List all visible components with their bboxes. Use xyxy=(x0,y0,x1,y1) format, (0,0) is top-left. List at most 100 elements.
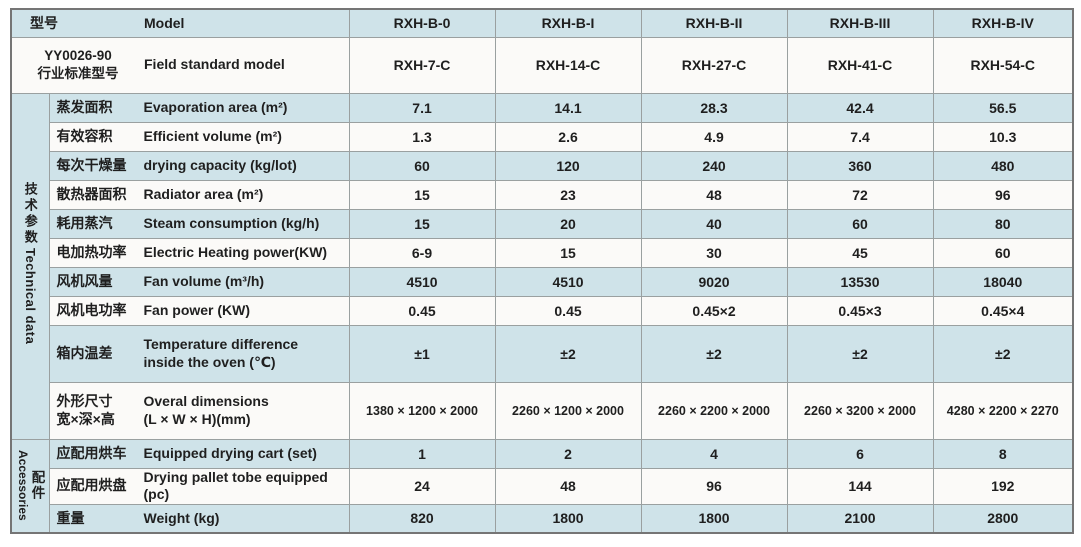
header-row-standard: YY0026-90 行业标准型号 Field standard model RX… xyxy=(10,36,1074,94)
value-cell: 96 xyxy=(932,179,1074,210)
standard-model-cell: RXH-27-C xyxy=(640,36,788,94)
model-name-cell: RXH-B-III xyxy=(786,8,934,38)
row-label-en: Radiator area (m²) xyxy=(143,185,264,202)
standard-model-cell: RXH-7-C xyxy=(348,36,496,94)
value-cell: 2800 xyxy=(932,503,1074,534)
row-label-en: Electric Heating power(KW) xyxy=(143,243,328,260)
value-cell: ±2 xyxy=(494,324,642,383)
value-cell: 7.1 xyxy=(348,92,496,123)
row-label-zh: 蒸发面积 xyxy=(56,98,113,115)
value-cell: 15 xyxy=(494,237,642,268)
row-label-cell: 应配用烘盘 Drying pallet tobe equipped (pc) xyxy=(48,467,350,505)
value-cell: 24 xyxy=(348,467,496,505)
value-cell: 240 xyxy=(640,150,788,181)
value-cell: 1800 xyxy=(494,503,642,534)
value-cell: 10.3 xyxy=(932,121,1074,152)
model-name-cell: RXH-B-II xyxy=(640,8,788,38)
group-label-accessories: Accessories 配件 xyxy=(10,438,50,534)
row-label-zh: 电加热功率 xyxy=(56,243,127,260)
group-label-technical-data: 技术参数Technical data xyxy=(10,92,50,440)
value-cell: 192 xyxy=(932,467,1074,505)
spec-table: 型号 Model RXH-B-0 RXH-B-I RXH-B-II RXH-B-… xyxy=(10,8,1075,534)
value-cell: 13530 xyxy=(786,266,934,297)
value-cell: 1380 × 1200 × 2000 xyxy=(348,381,496,440)
value-cell: 60 xyxy=(348,150,496,181)
value-cell: 4.9 xyxy=(640,121,788,152)
value-cell: 96 xyxy=(640,467,788,505)
value-cell: 8 xyxy=(932,438,1074,469)
row-label-en: Fan volume (m³/h) xyxy=(143,272,265,289)
value-cell: 6 xyxy=(786,438,934,469)
row-label-en: Overal dimensions (L × W × H)(mm) xyxy=(143,393,269,427)
spec-row: 有效容积 Efficient volume (m²) 1.3 2.6 4.9 7… xyxy=(11,121,1074,152)
value-cell: 48 xyxy=(494,467,642,505)
row-label-cell: 耗用蒸汽 Steam consumption (kg/h) xyxy=(48,208,350,239)
spec-row: 外形尺寸 宽×深×高 Overal dimensions (L × W × H)… xyxy=(11,381,1074,440)
value-cell: 4510 xyxy=(494,266,642,297)
value-cell: 9020 xyxy=(640,266,788,297)
standard-label-zh: YY0026-90 行业标准型号 xyxy=(37,48,119,81)
standard-model-cell: RXH-54-C xyxy=(932,36,1074,94)
value-cell: 1800 xyxy=(640,503,788,534)
value-cell: 144 xyxy=(786,467,934,505)
row-label-cell: 箱内温差 Temperature difference inside the o… xyxy=(48,324,350,383)
value-cell: 20 xyxy=(494,208,642,239)
value-cell: 80 xyxy=(932,208,1074,239)
row-label-en: Fan power (KW) xyxy=(143,301,251,318)
value-cell: 72 xyxy=(786,179,934,210)
value-cell: 42.4 xyxy=(786,92,934,123)
value-cell: 28.3 xyxy=(640,92,788,123)
model-name-cell: RXH-B-0 xyxy=(348,8,496,38)
accessories-vertical-text: Accessories 配件 xyxy=(16,450,45,522)
value-cell: 1.3 xyxy=(348,121,496,152)
row-label-zh: 风机电功率 xyxy=(56,301,127,318)
spec-row: 风机电功率 Fan power (KW) 0.45 0.45 0.45×2 0.… xyxy=(11,295,1074,326)
spec-row: 重量 Weight (kg) 820 1800 1800 2100 2800 xyxy=(11,503,1074,534)
row-label-en: Temperature difference inside the oven (… xyxy=(143,336,299,370)
value-cell: ±2 xyxy=(640,324,788,383)
spec-row: Accessories 配件 应配用烘车 Equipped drying cart… xyxy=(10,438,1074,534)
row-label-cell: 重量 Weight (kg) xyxy=(48,503,350,534)
value-cell: ±2 xyxy=(786,324,934,383)
model-label-en: Model xyxy=(144,14,185,31)
value-cell: 0.45×3 xyxy=(786,295,934,326)
spec-row: 电加热功率 Electric Heating power(KW) 6-9 15 … xyxy=(11,237,1074,268)
value-cell: 14.1 xyxy=(494,92,642,123)
row-label-zh: 箱内温差 xyxy=(56,344,113,361)
value-cell: 48 xyxy=(640,179,788,210)
row-label-en: Efficient volume (m²) xyxy=(143,127,282,144)
standard-model-cell: RXH-41-C xyxy=(786,36,934,94)
model-label-zh: 型号 xyxy=(30,15,58,32)
row-label-cell: 外形尺寸 宽×深×高 Overal dimensions (L × W × H)… xyxy=(48,381,350,440)
row-label-cell: 蒸发面积 Evaporation area (m²) xyxy=(48,92,350,123)
value-cell: 15 xyxy=(348,208,496,239)
spec-row: 每次干燥量 drying capacity (kg/lot) 60 120 24… xyxy=(11,150,1074,181)
value-cell: 120 xyxy=(494,150,642,181)
header-row-model: 型号 Model RXH-B-0 RXH-B-I RXH-B-II RXH-B-… xyxy=(10,8,1074,38)
standard-model-cell: RXH-14-C xyxy=(494,36,642,94)
row-label-zh: 外形尺寸 宽×深×高 xyxy=(56,393,115,427)
value-cell: 360 xyxy=(786,150,934,181)
value-cell: ±1 xyxy=(348,324,496,383)
value-cell: 60 xyxy=(786,208,934,239)
value-cell: 45 xyxy=(786,237,934,268)
value-cell: 60 xyxy=(932,237,1074,268)
row-label-zh: 每次干燥量 xyxy=(56,156,127,173)
value-cell: 2260 × 2200 × 2000 xyxy=(640,381,788,440)
value-cell: 7.4 xyxy=(786,121,934,152)
row-label-cell: 有效容积 Efficient volume (m²) xyxy=(48,121,350,152)
row-label-en: Evaporation area (m²) xyxy=(143,98,288,115)
model-header-label-cell: 型号 Model xyxy=(10,8,350,38)
row-label-cell: 散热器面积 Radiator area (m²) xyxy=(48,179,350,210)
row-label-zh: 有效容积 xyxy=(56,127,113,144)
row-label-cell: 应配用烘车 Equipped drying cart (set) xyxy=(48,438,350,469)
value-cell: 0.45 xyxy=(348,295,496,326)
row-label-en: Weight (kg) xyxy=(143,509,220,526)
value-cell: 480 xyxy=(932,150,1074,181)
row-label-zh: 应配用烘车 xyxy=(56,444,127,461)
row-label-zh: 重量 xyxy=(56,509,85,526)
row-label-zh: 耗用蒸汽 xyxy=(56,214,113,231)
value-cell: 15 xyxy=(348,179,496,210)
standard-header-label-cell: YY0026-90 行业标准型号 Field standard model xyxy=(10,36,350,94)
